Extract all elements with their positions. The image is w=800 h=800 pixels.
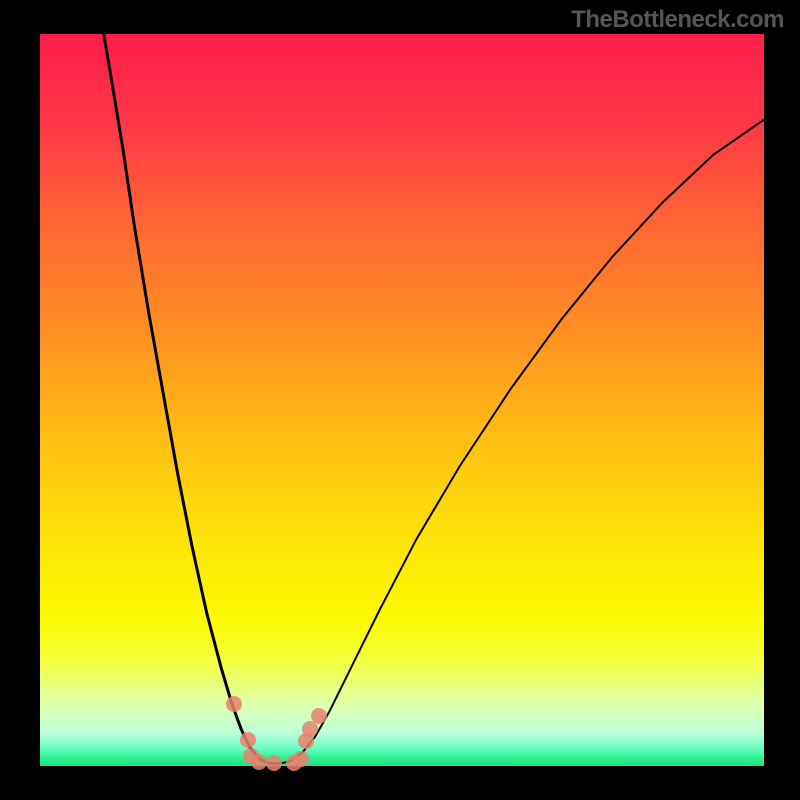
chart-canvas: TheBottleneck.com [0,0,800,800]
data-marker [266,755,282,771]
watermark-text: TheBottleneck.com [571,6,784,34]
plot-area [40,34,764,766]
data-marker [226,696,242,712]
data-marker [293,751,309,767]
data-marker [302,721,318,737]
data-marker [251,754,267,770]
data-marker [240,732,256,748]
markers-layer [40,34,764,766]
data-marker [311,708,327,724]
